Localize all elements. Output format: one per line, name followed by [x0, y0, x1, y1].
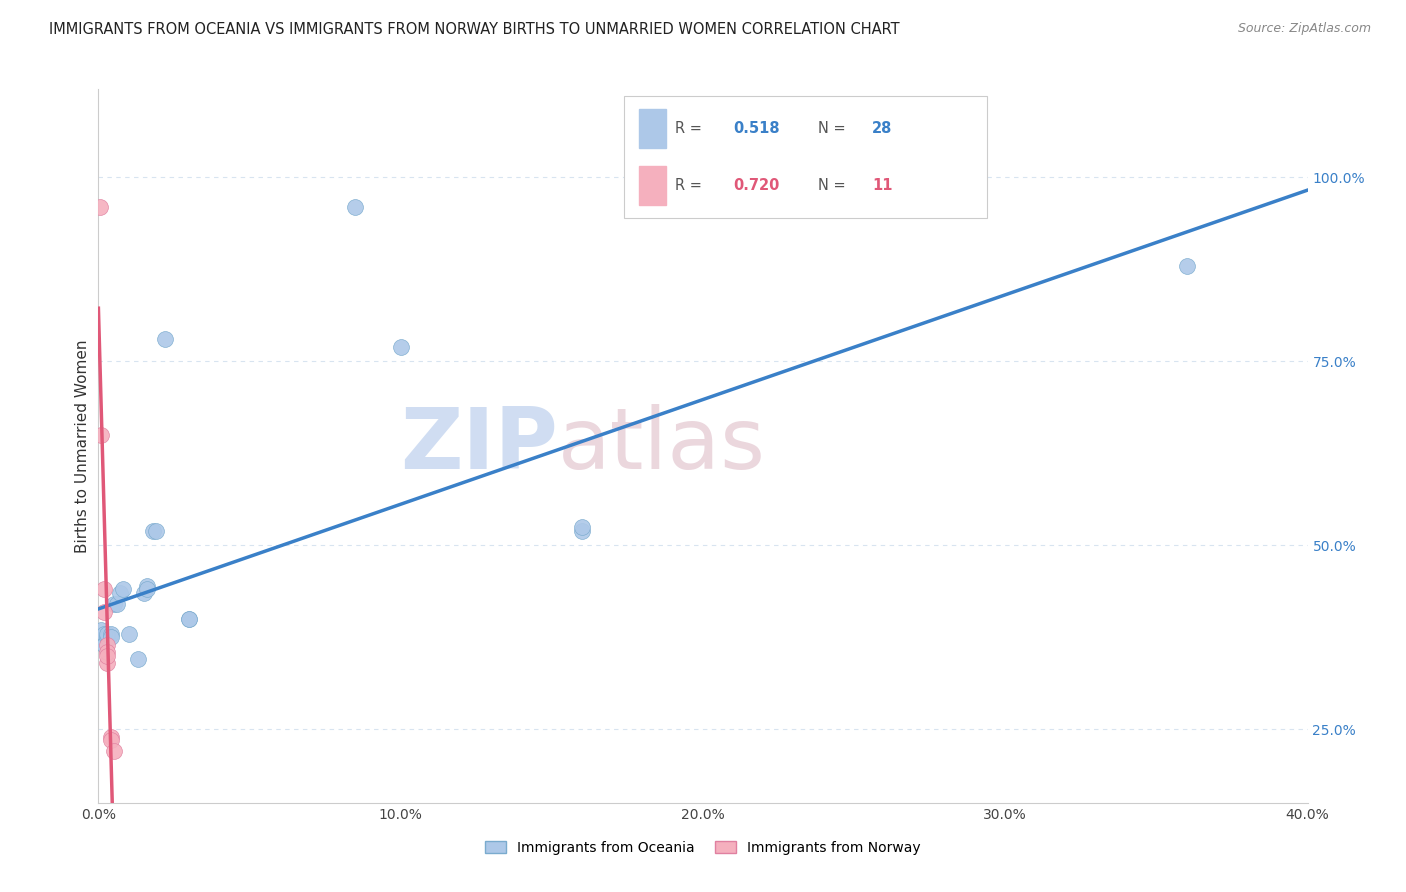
Point [96, 656, 118, 670]
Point [100, 626, 122, 640]
Text: ZIP: ZIP [401, 404, 558, 488]
Point [153, 332, 176, 346]
Text: 0.720: 0.720 [734, 178, 779, 193]
Point [145, 524, 167, 538]
Text: N =: N = [818, 178, 851, 193]
Point [100, 730, 122, 744]
Point [90, 428, 112, 442]
Point [93, 626, 115, 640]
Point [96, 645, 118, 659]
Point [571, 524, 593, 538]
Point [103, 744, 125, 758]
Text: IMMIGRANTS FROM OCEANIA VS IMMIGRANTS FROM NORWAY BIRTHS TO UNMARRIED WOMEN CORR: IMMIGRANTS FROM OCEANIA VS IMMIGRANTS FR… [49, 22, 900, 37]
Bar [638, 166, 665, 205]
Point [127, 652, 149, 666]
Point [108, 586, 131, 600]
Point [89, 200, 111, 214]
Text: Source: ZipAtlas.com: Source: ZipAtlas.com [1237, 22, 1371, 36]
Point [93, 582, 115, 597]
Legend: Immigrants from Oceania, Immigrants from Norway: Immigrants from Oceania, Immigrants from… [479, 835, 927, 860]
Point [105, 597, 128, 611]
Text: atlas: atlas [558, 404, 766, 488]
Point [1175, 259, 1198, 273]
Point [90, 630, 112, 644]
Point [93, 638, 115, 652]
Text: 28: 28 [872, 121, 893, 136]
Point [142, 524, 165, 538]
Text: N =: N = [818, 121, 851, 136]
Text: 11: 11 [872, 178, 893, 193]
Point [179, 612, 201, 626]
Point [571, 520, 593, 534]
Point [132, 586, 155, 600]
FancyBboxPatch shape [624, 96, 987, 218]
Point [103, 597, 125, 611]
Bar [638, 109, 665, 148]
Point [90, 623, 112, 637]
Point [100, 630, 122, 644]
Point [163, 810, 186, 824]
Point [179, 612, 201, 626]
Point [389, 340, 412, 354]
Point [96, 630, 118, 644]
Text: R =: R = [675, 121, 707, 136]
Point [96, 638, 118, 652]
Text: R =: R = [675, 178, 707, 193]
Point [93, 605, 115, 619]
Point [135, 582, 157, 597]
Point [344, 200, 367, 214]
Point [111, 582, 134, 597]
Point [135, 579, 157, 593]
Point [100, 733, 122, 747]
Point [118, 626, 141, 640]
Y-axis label: Births to Unmarried Women: Births to Unmarried Women [75, 339, 90, 553]
Point [96, 648, 118, 663]
Point [96, 626, 118, 640]
Text: 0.518: 0.518 [734, 121, 780, 136]
